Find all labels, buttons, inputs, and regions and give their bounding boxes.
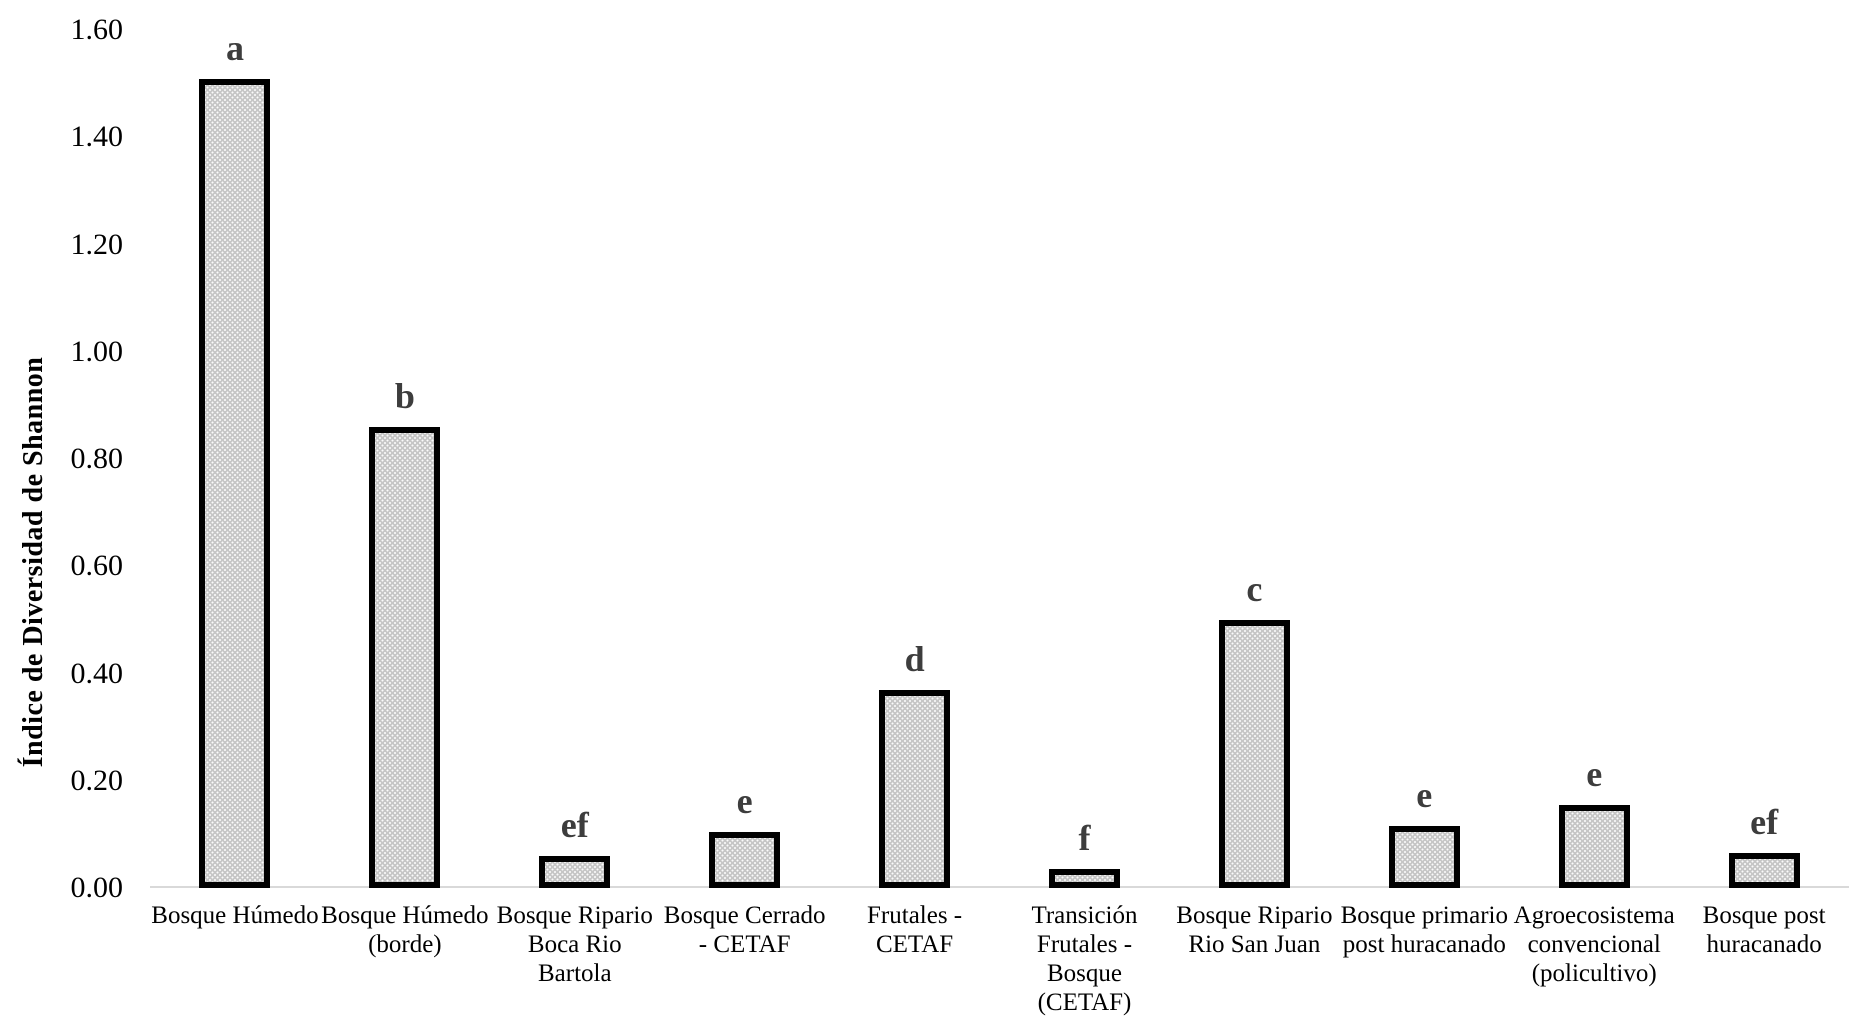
bar-slot: c bbox=[1169, 30, 1339, 888]
significance-letter: e bbox=[1416, 775, 1433, 815]
x-category-label: Agroecosistema convencional (policultivo… bbox=[1513, 902, 1675, 987]
significance-letter: ef bbox=[1750, 802, 1779, 842]
x-category-label: Bosque Ripario Boca Rio Bartola bbox=[496, 902, 653, 987]
x-label-slot: Bosque Húmedo (borde) bbox=[320, 901, 490, 1017]
x-label-slot: Bosque Húmedo bbox=[150, 901, 320, 1017]
y-tick-label: 0.60 bbox=[70, 549, 124, 583]
bar bbox=[709, 832, 781, 888]
y-tick-label: 1.20 bbox=[70, 227, 124, 261]
y-tick-label: 0.00 bbox=[70, 871, 124, 904]
bar bbox=[1728, 853, 1800, 888]
x-category-label: Bosque primario post huracanado bbox=[1340, 902, 1508, 958]
y-tick-label: 0.40 bbox=[70, 656, 124, 690]
bars-container: a b ef e d f c e e ef bbox=[150, 30, 1849, 888]
bar bbox=[1558, 805, 1630, 888]
bar-slot: ef bbox=[1679, 30, 1849, 888]
x-category-label: Bosque Cerrado - CETAF bbox=[663, 902, 826, 958]
significance-letter: d bbox=[904, 639, 925, 679]
bar bbox=[539, 856, 611, 888]
x-category-label: Transición Frutales - Bosque (CETAF) bbox=[1031, 902, 1138, 1016]
significance-letter: b bbox=[394, 376, 415, 416]
bar bbox=[199, 79, 271, 888]
bar-slot: d bbox=[830, 30, 1000, 888]
bar-slot: e bbox=[660, 30, 830, 888]
significance-letter: e bbox=[1586, 754, 1603, 794]
y-tick-label: 1.40 bbox=[70, 120, 124, 154]
x-label-slot: Bosque primario post huracanado bbox=[1339, 901, 1509, 1017]
bar-slot: ef bbox=[490, 30, 660, 888]
significance-letter: a bbox=[225, 28, 244, 68]
plot-area: a b ef e d f c e e ef bbox=[150, 30, 1849, 888]
x-category-label: Frutales - CETAF bbox=[867, 902, 963, 958]
x-label-slot: Agroecosistema convencional (policultivo… bbox=[1509, 901, 1679, 1017]
x-label-slot: Bosque Cerrado - CETAF bbox=[660, 901, 830, 1017]
x-axis-category-labels: Bosque Húmedo Bosque Húmedo (borde) Bosque… bbox=[150, 901, 1849, 1017]
y-tick-label: 1.00 bbox=[70, 334, 124, 368]
x-label-slot: Bosque Ripario Rio San Juan bbox=[1169, 901, 1339, 1017]
y-tick-label: 0.20 bbox=[70, 763, 124, 797]
x-category-label: Bosque Ripario Rio San Juan bbox=[1176, 902, 1333, 958]
bar-slot: a bbox=[150, 30, 320, 888]
significance-letter: f bbox=[1078, 818, 1091, 858]
x-axis-line bbox=[150, 886, 1849, 888]
bar bbox=[1218, 620, 1290, 888]
x-category-label: Bosque Húmedo bbox=[151, 902, 319, 929]
x-category-label: Bosque post huracanado bbox=[1702, 902, 1826, 958]
y-axis-tick-labels: 0.00 0.20 0.40 0.60 0.80 1.00 1.20 1.40 1.60 bbox=[0, 0, 124, 1031]
bar bbox=[1388, 826, 1460, 888]
x-label-slot: Frutales - CETAF bbox=[830, 901, 1000, 1017]
significance-letter: c bbox=[1246, 569, 1263, 609]
y-tick-label: 1.60 bbox=[70, 13, 124, 46]
x-category-label: Bosque Húmedo (borde) bbox=[321, 902, 489, 958]
x-label-slot: Bosque Ripario Boca Rio Bartola bbox=[490, 901, 660, 1017]
bar bbox=[369, 427, 441, 888]
y-tick-label: 0.80 bbox=[70, 442, 124, 475]
significance-letter: e bbox=[736, 781, 753, 821]
x-label-slot: Transición Frutales - Bosque (CETAF) bbox=[1000, 901, 1170, 1017]
bar bbox=[879, 690, 951, 888]
x-label-slot: Bosque post huracanado bbox=[1679, 901, 1849, 1017]
bar-slot: f bbox=[1000, 30, 1170, 888]
bar-slot: e bbox=[1339, 30, 1509, 888]
significance-letter: ef bbox=[560, 805, 589, 845]
bar-slot: b bbox=[320, 30, 490, 888]
bar bbox=[1048, 869, 1120, 888]
bar-slot: e bbox=[1509, 30, 1679, 888]
